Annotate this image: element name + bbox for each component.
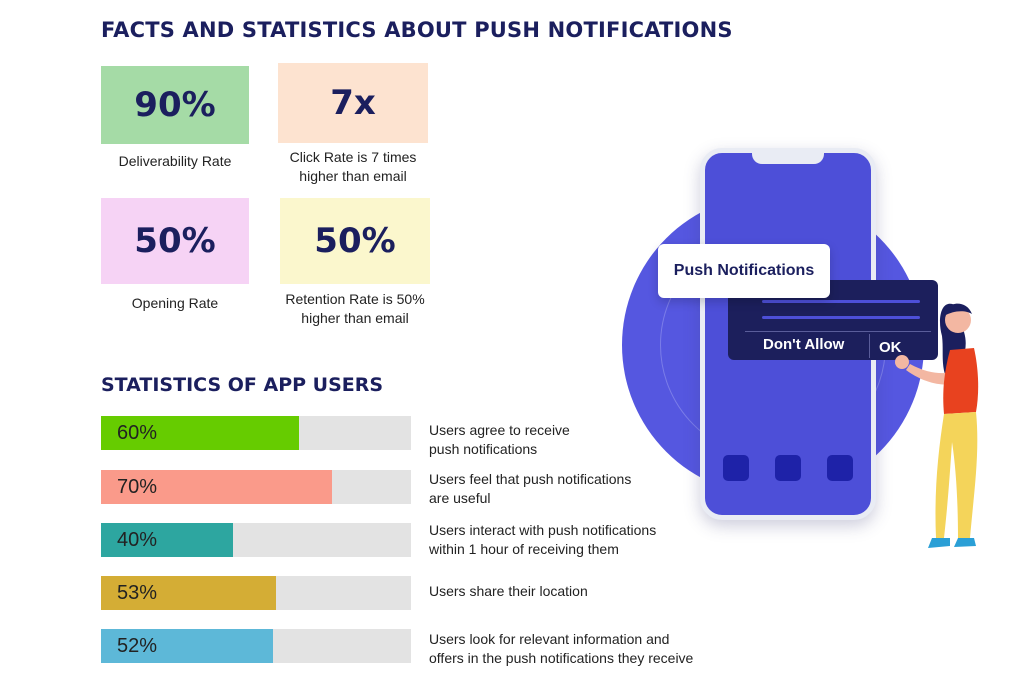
stat-bar-label: 53% — [117, 582, 158, 604]
stat-bar-description: Users agree to receive push notification… — [429, 422, 570, 457]
fact-caption: Deliverability Rate — [118, 153, 232, 169]
stat-bar-label: 70% — [117, 476, 158, 498]
dont-allow-button: Don't Allow — [763, 336, 845, 353]
fact-value: 50% — [134, 221, 216, 261]
dialog-divider — [745, 331, 931, 332]
app-icon — [827, 455, 853, 481]
stat-bar-label: 52% — [117, 635, 158, 657]
dialog-button-divider — [869, 334, 870, 358]
shirt — [943, 348, 979, 414]
shoe — [928, 538, 950, 548]
fact-value: 90% — [134, 85, 216, 125]
fact-card-click-rate: 7x — [278, 63, 428, 143]
stat-bar-row: 53% — [101, 576, 411, 610]
page-title: FACTS AND STATISTICS ABOUT PUSH NOTIFICA… — [101, 18, 733, 42]
head — [945, 307, 971, 333]
stat-bar-row: 40% — [101, 523, 411, 557]
stat-bar-fill — [101, 629, 273, 663]
stat-bar-fill — [101, 523, 233, 557]
stat-bar-fill — [101, 576, 276, 610]
fact-caption: Click Rate is 7 times higher than email — [289, 149, 417, 184]
phone-notch — [752, 148, 824, 164]
fact-caption: Retention Rate is 50% higher than email — [285, 291, 425, 326]
stat-bar-description: Users interact with push notifications w… — [429, 522, 657, 557]
fact-card-retention-rate: 50% — [280, 198, 430, 284]
section-title: STATISTICS OF APP USERS — [101, 374, 384, 396]
dialog-text-line — [762, 300, 920, 303]
stat-bar-row: 60% — [101, 416, 411, 450]
stat-bar-row: 52% — [101, 629, 411, 663]
fact-caption: Opening Rate — [131, 295, 219, 311]
fact-card-deliverability: 90% — [101, 66, 249, 144]
stat-bar-description: Users share their location — [429, 583, 588, 599]
fact-value: 50% — [314, 221, 396, 261]
ok-button: OK — [879, 339, 902, 356]
app-icon — [775, 455, 801, 481]
stat-bar-description: Users look for relevant information and … — [429, 631, 694, 666]
stat-bar-label: 60% — [117, 422, 158, 444]
stat-bar-label: 40% — [117, 529, 158, 551]
woman-figure — [895, 303, 979, 548]
hair-top — [944, 303, 972, 316]
push-notifications-label: Push Notifications — [658, 244, 830, 298]
stat-bar-fill — [101, 416, 299, 450]
fact-card-opening-rate: 50% — [101, 198, 249, 284]
fact-value: 7x — [330, 83, 376, 123]
dialog-text-line — [762, 316, 920, 319]
stat-bar-row: 70% — [101, 470, 411, 504]
stat-bar-fill — [101, 470, 332, 504]
hand — [895, 355, 909, 369]
pants — [935, 412, 978, 538]
stat-bar-description: Users feel that push notifications are u… — [429, 471, 632, 506]
app-icon — [723, 455, 749, 481]
shoe — [954, 538, 976, 547]
